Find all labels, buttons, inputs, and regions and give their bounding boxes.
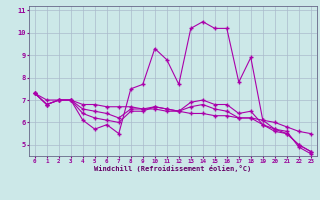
X-axis label: Windchill (Refroidissement éolien,°C): Windchill (Refroidissement éolien,°C) <box>94 165 252 172</box>
